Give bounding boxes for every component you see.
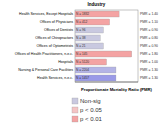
x-axis [75, 82, 138, 83]
value-label: PMR = 1.30 [140, 76, 158, 80]
category-label: Offices of Chiropractors [35, 36, 73, 40]
category-label: Nursing & Personal Care Facilities [18, 68, 73, 72]
bars [75, 11, 132, 81]
title: Industry [88, 2, 106, 7]
legend-label: p < 0.05 [80, 107, 103, 113]
value-label: PMR = 1.80 [140, 52, 158, 56]
value-label: PMR = 0.90 [140, 28, 158, 32]
n-label: N = 5120 [76, 60, 89, 64]
bar [75, 43, 103, 49]
value-label: PMR = 1.10 [140, 20, 158, 24]
value-label: PMR = 1.30 [140, 68, 158, 72]
x-axis-label: Proportionate Mortality Ratio (PMR) [81, 87, 153, 92]
n-label: N = 2204 [76, 68, 89, 72]
category-label: Offices of Dentists [44, 28, 73, 32]
category-label: Offices of Health Practitioners, n.e.c. [15, 52, 73, 56]
category-label: Hospitals [58, 60, 73, 64]
n-label: N = 38 [76, 36, 86, 40]
n-label: N = 145 [76, 52, 87, 56]
bar [75, 27, 103, 33]
category-label: Health Services, n.e.c. [37, 76, 73, 80]
bar [75, 19, 110, 25]
n-label: N = 412 [76, 20, 87, 24]
legend-label: p < 0.01 [80, 116, 103, 122]
category-label: Offices of Optometrists [37, 44, 74, 48]
bar [75, 59, 107, 65]
bar [75, 35, 100, 41]
legend-swatch [72, 98, 78, 104]
value-label: PMR = 0.90 [140, 44, 158, 48]
bar [75, 75, 116, 81]
category-label: Offices of Physicians [40, 20, 73, 24]
plot-frame [75, 10, 138, 82]
n-label: N = 1457 [76, 76, 89, 80]
n-label: N = 21 [76, 44, 86, 48]
legend-label: Non-sig [80, 98, 101, 104]
legend-swatch [72, 107, 78, 113]
n-label: N = 1832 [76, 12, 89, 16]
n-label: N = 96 [76, 28, 86, 32]
bar [75, 11, 119, 17]
value-label: PMR = 1.40 [140, 12, 158, 16]
value-label: PMR = 1.00 [140, 60, 158, 64]
category-label: Health Services, Except Hospitals [19, 12, 73, 16]
legend-swatch [72, 116, 78, 122]
bar [75, 67, 116, 73]
bar [75, 51, 132, 57]
value-label: PMR = 0.80 [140, 36, 158, 40]
